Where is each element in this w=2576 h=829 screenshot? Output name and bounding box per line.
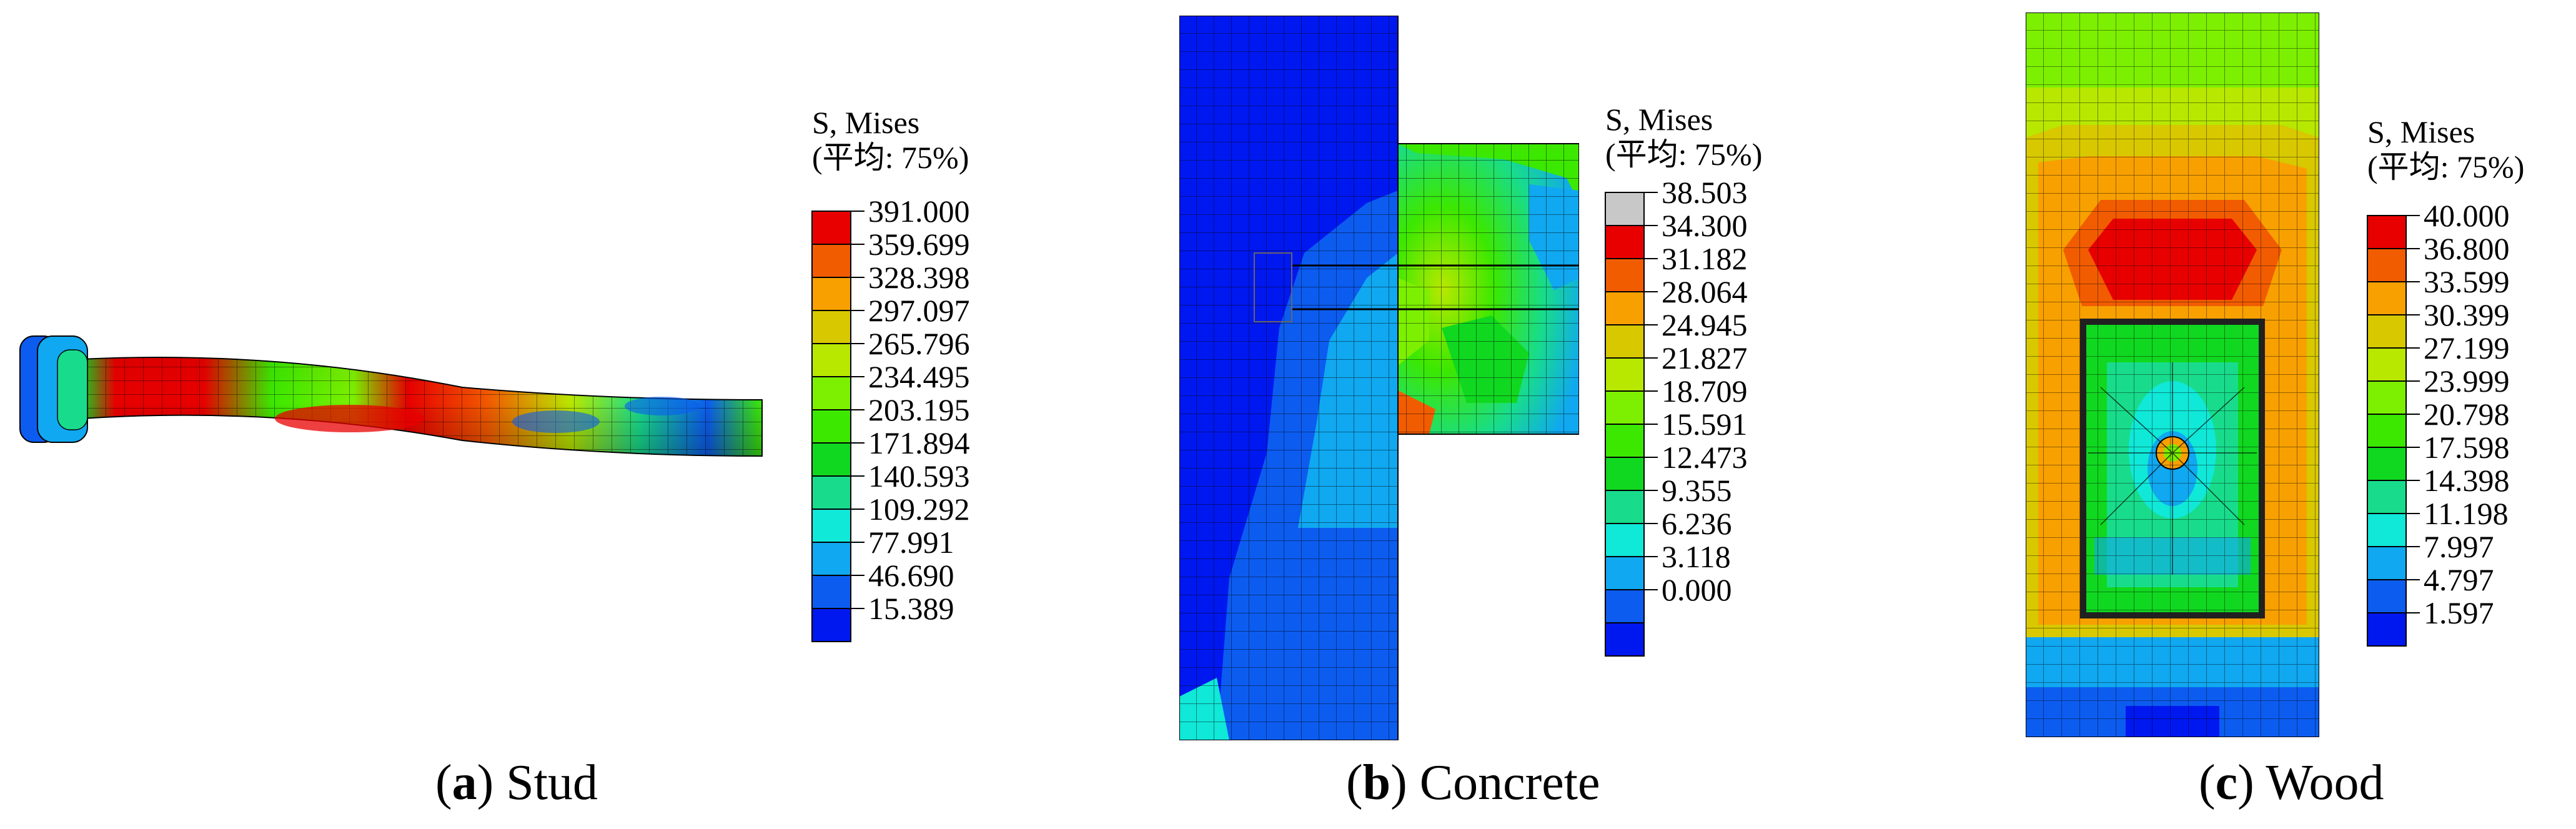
colorbar-cell	[2367, 215, 2407, 249]
colorbar-tick-label: 23.999	[2424, 364, 2510, 399]
stud-contour-plot	[19, 335, 763, 457]
colorbar-cell	[1605, 192, 1645, 226]
colorbar-cell	[1605, 225, 1645, 259]
colorbar-cell	[1605, 424, 1645, 458]
colorbar-cell	[1605, 258, 1645, 292]
colorbar-cell	[1605, 490, 1645, 524]
colorbar-tick-label: 140.593	[868, 459, 970, 494]
colorbar-cell	[2367, 612, 2407, 647]
colorbar-tick-label: 24.945	[1662, 307, 1748, 342]
colorbar-cell	[2367, 380, 2407, 415]
colorbar-cell	[811, 542, 851, 576]
colorbar-cell	[2367, 579, 2407, 613]
concrete-colorbar: 38.50334.30031.18228.06424.94521.82718.7…	[1605, 175, 1748, 657]
colorbar-tick-label: 17.598	[2424, 430, 2510, 465]
colorbar-tick-label: 12.473	[1662, 440, 1748, 475]
colorbar-cell	[1605, 324, 1645, 359]
colorbar-tick-label: 109.292	[868, 492, 970, 527]
colorbar-cell	[2367, 414, 2407, 448]
colorbar-tick-label: 36.800	[2424, 231, 2510, 266]
colorbar-cell	[1605, 457, 1645, 491]
colorbar-tick-label: 3.118	[1662, 539, 1731, 574]
colorbar-cell	[811, 409, 851, 444]
colorbar-tick-label: 21.827	[1662, 340, 1748, 375]
colorbar-tick-label: 31.182	[1662, 241, 1748, 276]
colorbar-tick-label: 38.503	[1662, 175, 1748, 210]
colorbar-cell	[2367, 248, 2407, 282]
colorbar-cell	[2367, 447, 2407, 481]
colorbar-tick-label: 391.000	[868, 194, 970, 229]
wood-colorbar: 40.00036.80033.59930.39927.19923.99920.7…	[2367, 198, 2510, 647]
wood-legend-subtitle: (平均: 75%)	[2367, 149, 2525, 184]
colorbar-cell	[1605, 523, 1645, 557]
colorbar-tick-label: 265.796	[868, 326, 970, 361]
colorbar-tick-label: 234.495	[868, 359, 970, 394]
colorbar-tick-label: 27.199	[2424, 330, 2510, 365]
colorbar-cell	[811, 211, 851, 245]
colorbar-cell	[2367, 347, 2407, 382]
colorbar-tick-label: 18.709	[1662, 374, 1748, 409]
colorbar-tick-label: 30.399	[2424, 297, 2510, 332]
colorbar-tick-label: 28.064	[1662, 274, 1748, 309]
colorbar-tick-label: 9.355	[1662, 473, 1732, 508]
colorbar-cell	[811, 277, 851, 311]
stud-legend-subtitle: (平均: 75%)	[812, 140, 969, 175]
colorbar-tick-label: 6.236	[1662, 506, 1732, 541]
colorbar-cell	[2367, 314, 2407, 349]
colorbar-tick-label: 34.300	[1662, 208, 1748, 243]
colorbar-cell	[811, 442, 851, 477]
colorbar-cell	[2367, 480, 2407, 514]
colorbar-cell	[1605, 357, 1645, 392]
colorbar-tick-label: 14.398	[2424, 463, 2510, 498]
colorbar-cell	[2367, 281, 2407, 315]
colorbar-cell	[811, 244, 851, 278]
colorbar-cell	[1605, 291, 1645, 325]
colorbar-cell	[811, 310, 851, 344]
colorbar-cell	[1605, 622, 1645, 657]
colorbar-tick-label: 4.797	[2424, 562, 2494, 597]
colorbar-tick-label: 171.894	[868, 425, 970, 460]
colorbar-cell	[1605, 390, 1645, 425]
colorbar-tick-label: 1.597	[2424, 595, 2494, 630]
stud-caption: (a) Stud	[435, 755, 598, 810]
colorbar-cell	[1605, 589, 1645, 623]
colorbar-tick-label: 77.991	[868, 525, 954, 560]
colorbar-cell	[811, 475, 851, 510]
colorbar-tick-label: 46.690	[868, 558, 954, 593]
colorbar-cell	[811, 575, 851, 609]
colorbar-tick-label: 359.699	[868, 227, 970, 262]
colorbar-tick-label: 20.798	[2424, 397, 2510, 432]
colorbar-cell	[811, 343, 851, 377]
concrete-caption: (b) Concrete	[1346, 755, 1600, 810]
wood-contour-plot	[2026, 12, 2319, 737]
stud-colorbar: 391.000359.699328.398297.097265.796234.4…	[811, 194, 970, 642]
colorbar-tick-label: 33.599	[2424, 264, 2510, 299]
concrete-legend-title: S, Mises	[1605, 102, 1713, 137]
colorbar-tick-label: 0.000	[1662, 572, 1732, 607]
colorbar-tick-label: 297.097	[868, 293, 970, 328]
colorbar-tick-label: 203.195	[868, 392, 970, 427]
colorbar-cell	[811, 608, 851, 642]
colorbar-cell	[2367, 513, 2407, 547]
colorbar-tick-label: 328.398	[868, 260, 970, 295]
wood-legend-title: S, Mises	[2367, 114, 2475, 149]
concrete-legend-subtitle: (平均: 75%)	[1605, 137, 1763, 172]
colorbar-tick-label: 40.000	[2424, 198, 2510, 233]
colorbar-cell	[811, 509, 851, 543]
colorbar-tick-label: 15.389	[868, 591, 954, 626]
wood-caption: (c) Wood	[2199, 755, 2384, 810]
colorbar-tick-label: 7.997	[2424, 529, 2494, 564]
colorbar-cell	[1605, 556, 1645, 590]
stud-legend-title: S, Mises	[812, 105, 920, 140]
colorbar-cell	[811, 376, 851, 410]
colorbar-tick-label: 15.591	[1662, 407, 1748, 442]
colorbar-cell	[2367, 546, 2407, 580]
colorbar-tick-label: 11.198	[2424, 496, 2509, 531]
concrete-contour-plot	[1179, 16, 1579, 740]
